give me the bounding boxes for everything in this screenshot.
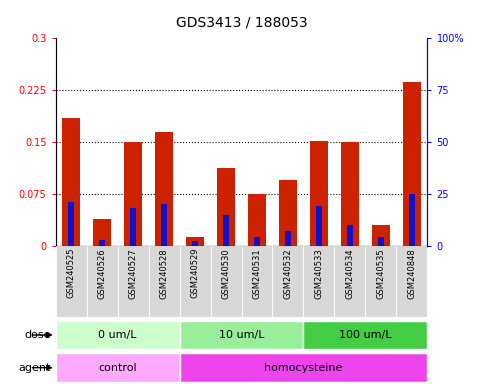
Bar: [155, 132, 173, 246]
Text: GSM240530: GSM240530: [222, 248, 230, 298]
Bar: [285, 231, 291, 246]
Bar: [310, 141, 328, 246]
Bar: [334, 246, 366, 317]
Bar: [211, 246, 242, 317]
Text: GSM240848: GSM240848: [408, 248, 416, 299]
Bar: [62, 118, 80, 246]
Bar: [303, 321, 427, 349]
Text: GDS3413 / 188053: GDS3413 / 188053: [176, 15, 307, 29]
Bar: [409, 194, 415, 246]
Bar: [272, 246, 303, 317]
Bar: [99, 240, 105, 246]
Bar: [366, 246, 397, 317]
Text: GSM240528: GSM240528: [159, 248, 169, 298]
Bar: [378, 237, 384, 246]
Bar: [279, 180, 297, 246]
Bar: [347, 225, 353, 246]
Bar: [56, 246, 86, 317]
Text: GSM240533: GSM240533: [314, 248, 324, 299]
Bar: [149, 246, 180, 317]
Text: homocysteine: homocysteine: [264, 362, 342, 373]
Bar: [124, 142, 142, 246]
Text: GSM240529: GSM240529: [190, 248, 199, 298]
Bar: [93, 220, 112, 246]
Bar: [242, 246, 272, 317]
Bar: [130, 209, 136, 246]
Bar: [86, 246, 117, 317]
Bar: [161, 204, 167, 246]
Text: GSM240527: GSM240527: [128, 248, 138, 298]
Text: agent: agent: [18, 362, 51, 373]
Bar: [68, 202, 74, 246]
Bar: [397, 246, 427, 317]
Bar: [180, 321, 303, 349]
Text: GSM240531: GSM240531: [253, 248, 261, 298]
Bar: [186, 237, 204, 246]
Bar: [180, 246, 211, 317]
Text: GSM240525: GSM240525: [67, 248, 75, 298]
Text: 0 um/L: 0 um/L: [98, 330, 137, 340]
Bar: [316, 206, 322, 246]
Bar: [223, 215, 229, 246]
Text: GSM240532: GSM240532: [284, 248, 293, 298]
Bar: [117, 246, 149, 317]
Text: control: control: [98, 362, 137, 373]
Bar: [217, 168, 235, 246]
Bar: [248, 194, 266, 246]
Bar: [372, 225, 390, 246]
Text: 100 um/L: 100 um/L: [339, 330, 392, 340]
Bar: [341, 142, 359, 246]
Bar: [56, 353, 180, 382]
Text: GSM240526: GSM240526: [98, 248, 107, 298]
Bar: [403, 82, 421, 246]
Text: dose: dose: [24, 330, 51, 340]
Text: 10 um/L: 10 um/L: [219, 330, 264, 340]
Text: GSM240535: GSM240535: [376, 248, 385, 298]
Bar: [192, 240, 198, 246]
Bar: [180, 353, 427, 382]
Text: GSM240534: GSM240534: [345, 248, 355, 298]
Bar: [303, 246, 334, 317]
Bar: [56, 321, 180, 349]
Bar: [254, 237, 260, 246]
